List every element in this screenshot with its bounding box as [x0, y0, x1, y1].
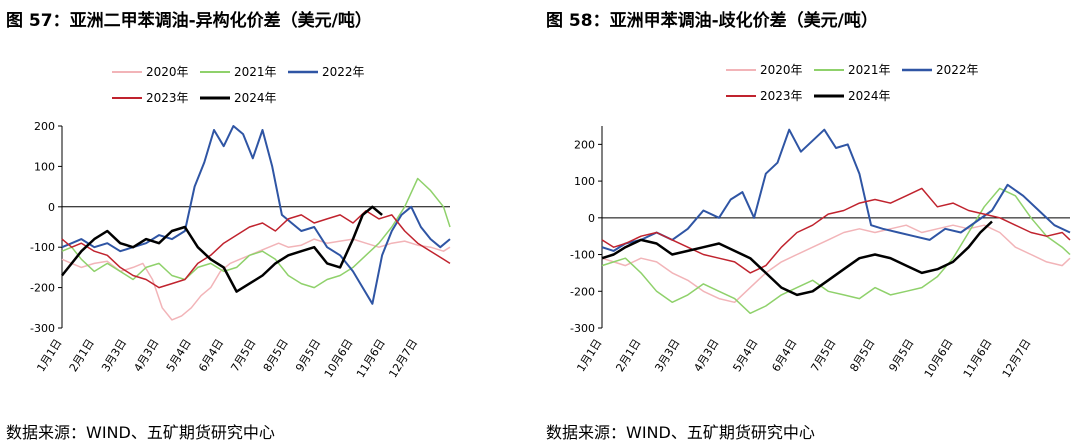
y-tick-label: -300	[30, 322, 55, 335]
series-line	[601, 220, 993, 297]
y-tick-label: 200	[34, 120, 55, 133]
series-line	[601, 224, 1071, 304]
series-line	[61, 205, 383, 293]
legend-item: 2022年	[902, 63, 979, 77]
x-tick-label: 9月5日	[886, 337, 916, 374]
legend-item: 2023年	[112, 91, 189, 105]
legend-item: 2023年	[726, 89, 803, 103]
legend-item: 2024年	[200, 91, 277, 105]
legend-label: 2023年	[760, 89, 803, 103]
x-tick-label: 9月5日	[293, 337, 323, 374]
y-tick-label: 0	[588, 212, 595, 225]
series-line	[601, 128, 1071, 252]
x-tick-label: 6月4日	[769, 337, 799, 374]
x-tick-label: 1月1日	[574, 337, 604, 374]
x-tick-label: 10月6日	[922, 337, 956, 380]
chart-title: 图 58：亚洲甲苯调油-歧化价差（美元/吨）	[546, 11, 878, 31]
legend-label: 2022年	[936, 63, 979, 77]
legend-label: 2023年	[146, 91, 189, 105]
x-tick-label: 4月3日	[691, 337, 721, 374]
chart-title: 图 57：亚洲二甲苯调油-异构化价差（美元/吨）	[6, 11, 372, 31]
x-tick-label: 11月6日	[961, 337, 995, 380]
x-tick-label: 8月5日	[847, 337, 877, 374]
x-tick-label: 5月4日	[164, 337, 194, 374]
legend-label: 2020年	[760, 63, 803, 77]
chart-panel-left: 图 57：亚洲二甲苯调油-异构化价差（美元/吨） 2020年 2021年 2022年…	[6, 11, 451, 442]
legend-item: 2020年	[726, 63, 803, 77]
series-line	[601, 187, 1071, 274]
legend-item: 2021年	[814, 63, 891, 77]
y-tick-label: -100	[570, 249, 595, 262]
x-tick-label: 6月4日	[196, 337, 226, 374]
legend-label: 2024年	[848, 89, 891, 103]
legend-label: 2021年	[234, 65, 277, 79]
line-chart: 2020年 2021年 2022年 2023年 2024年 200 100 0 -100 -200…	[30, 65, 451, 380]
y-tick-label: -200	[30, 282, 55, 295]
x-tick-label: 7月5日	[228, 337, 258, 374]
y-tick-label: -300	[570, 322, 595, 335]
y-tick-label: -200	[570, 285, 595, 298]
x-tick-label: 7月5日	[808, 337, 838, 374]
y-tick-label: -100	[30, 241, 55, 254]
x-tick-label: 11月6日	[354, 337, 388, 380]
legend-item: 2024年	[814, 89, 891, 103]
x-tick-label: 12月7日	[1000, 337, 1034, 380]
x-tick-label: 10月6日	[322, 337, 356, 380]
legend-label: 2024年	[234, 91, 277, 105]
legend-item: 2022年	[288, 65, 365, 79]
x-tick-label: 5月4日	[730, 337, 760, 374]
x-tick-label: 3月3日	[99, 337, 129, 374]
series-line	[61, 238, 451, 321]
legend-item: 2020年	[112, 65, 189, 79]
legend-label: 2020年	[146, 65, 189, 79]
series-line	[61, 177, 451, 289]
x-tick-label: 3月3日	[652, 337, 682, 374]
chart-source: 数据来源：WIND、五矿期货研究中心	[6, 423, 275, 442]
x-tick-label: 2月1日	[67, 337, 97, 374]
legend-label: 2022年	[322, 65, 365, 79]
series-line	[61, 210, 451, 289]
x-tick-label: 2月1日	[613, 337, 643, 374]
y-tick-label: 100	[574, 175, 595, 188]
legend-label: 2021年	[848, 63, 891, 77]
line-chart: 2020年 2021年 2022年 2023年 2024年 200 100 0 -100 -200…	[570, 63, 1071, 380]
y-tick-label: 200	[574, 138, 595, 151]
x-tick-label: 1月1日	[34, 337, 64, 374]
series-line	[601, 187, 1071, 315]
x-tick-label: 4月3日	[131, 337, 161, 374]
y-tick-label: 100	[34, 160, 55, 173]
chart-panel-right: 图 58：亚洲甲苯调油-歧化价差（美元/吨） 2020年 2021年 2022年 20…	[540, 0, 1080, 446]
chart-source: 数据来源：WIND、五矿期货研究中心	[546, 423, 815, 442]
x-tick-label: 12月7日	[386, 337, 420, 380]
y-tick-label: 0	[48, 201, 55, 214]
legend-item: 2021年	[200, 65, 277, 79]
x-tick-label: 8月5日	[261, 337, 291, 374]
